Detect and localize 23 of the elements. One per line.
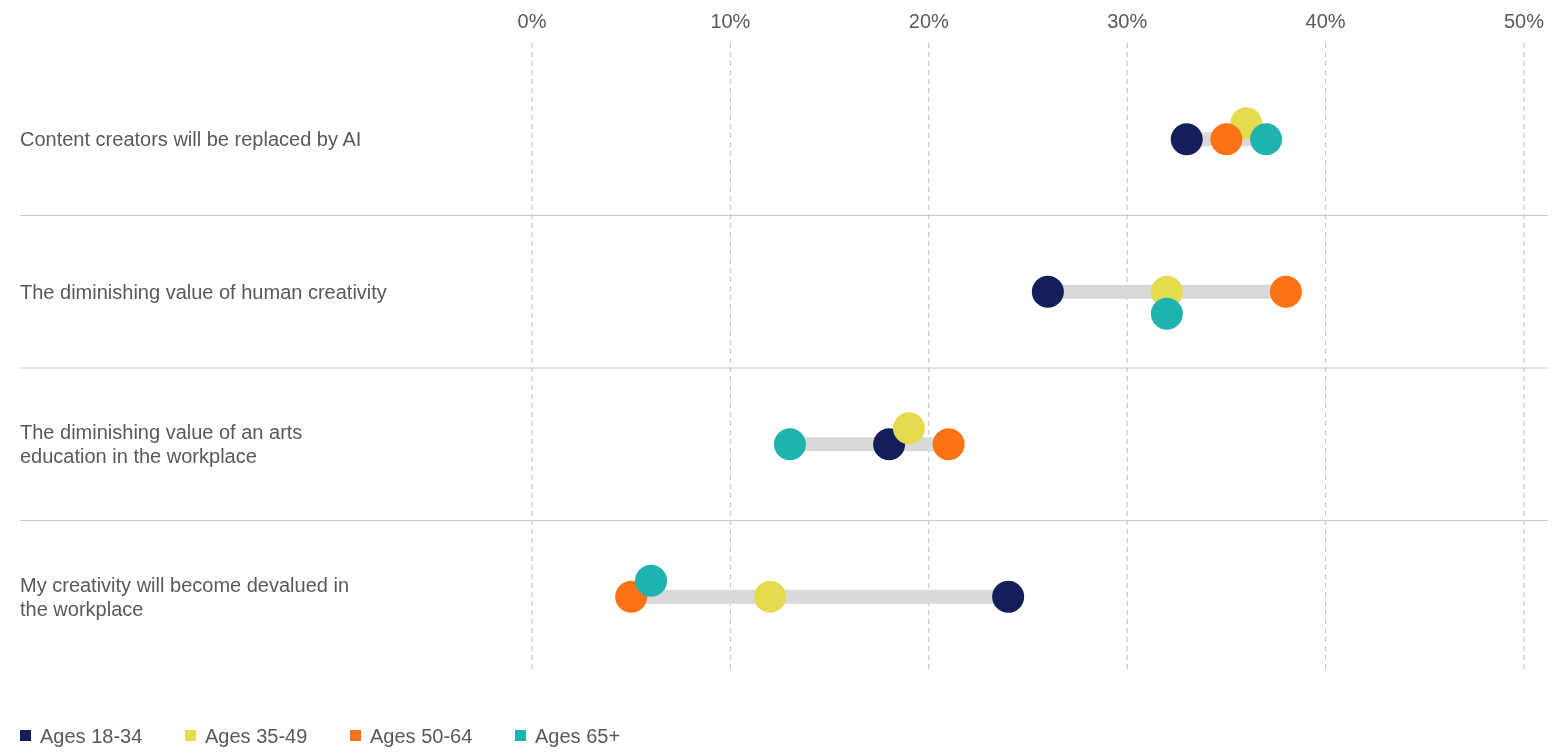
point xyxy=(992,580,1025,613)
point xyxy=(1170,123,1203,156)
y-tick-label: The diminishing value of an arts education in the workplace xyxy=(20,421,303,468)
x-tick-label: 30% xyxy=(1107,10,1148,32)
x-tick-label: 50% xyxy=(1503,10,1545,32)
y-tick-label: The diminishing value of human creativity xyxy=(20,280,387,303)
legend-label: Ages 50-64 xyxy=(370,725,473,747)
point xyxy=(1250,123,1283,156)
x-tick-label: 10% xyxy=(710,10,751,32)
legend-label: Ages 65+ xyxy=(535,725,621,747)
point xyxy=(754,580,787,613)
point xyxy=(1210,123,1243,156)
point xyxy=(1269,275,1302,308)
point xyxy=(773,428,806,461)
legend-label: Ages 35-49 xyxy=(205,725,308,747)
legend-label: Ages 18-34 xyxy=(40,725,143,747)
point xyxy=(1031,275,1064,308)
y-tick-label: My creativity will become devalued in the workplace xyxy=(20,573,350,620)
x-tick-label: 0% xyxy=(517,10,547,32)
point xyxy=(932,428,965,461)
y-tick-label: Content creators will be replaced by AI xyxy=(20,128,362,151)
x-tick-label: 20% xyxy=(908,10,950,32)
x-tick-label: 40% xyxy=(1305,10,1346,32)
